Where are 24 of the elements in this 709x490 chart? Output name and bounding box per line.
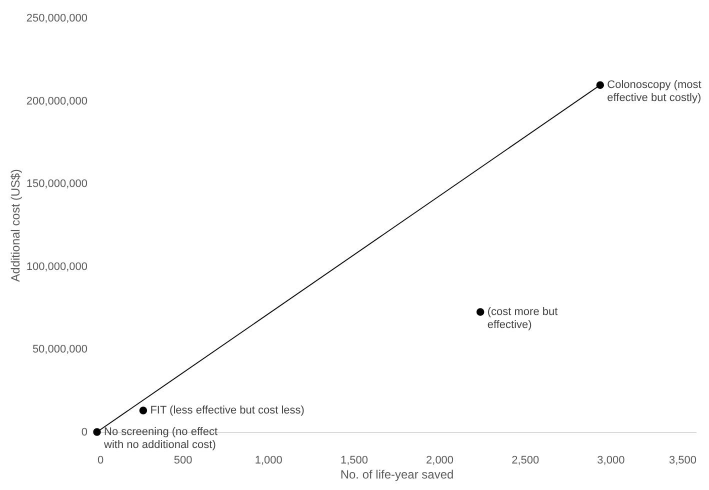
y-tick-label: 50,000,000	[32, 344, 88, 356]
y-tick-label: 150,000,000	[26, 178, 88, 190]
point	[596, 81, 604, 89]
point	[93, 428, 101, 436]
x-tick-label: 3,000	[597, 454, 625, 466]
x-tick-label: 3,500	[668, 454, 696, 466]
annotation: FIT (less effective but cost less)	[150, 404, 304, 416]
x-axis-title: No. of life-year saved	[340, 468, 454, 482]
y-axis-title: Additional cost (US$)	[8, 169, 22, 282]
x-tick-label: 2,000	[426, 454, 454, 466]
y-tick-label: 200,000,000	[26, 95, 88, 108]
annotation: Colonoscopy (most effective but costly)	[607, 79, 702, 104]
annotation: No screening (no effect with no additional cost)	[103, 426, 218, 451]
point	[476, 308, 484, 316]
x-tick-label: 1,000	[254, 454, 282, 466]
y-tick-label: 100,000,000	[26, 260, 88, 273]
y-tick-label: 0	[81, 426, 88, 438]
x-tick-label: 0	[98, 454, 104, 466]
x-tick-label: 2,500	[512, 454, 540, 466]
y-tick-label: 250,000,000	[26, 12, 88, 24]
point	[139, 406, 148, 414]
annotation: (cost more but effective)	[487, 306, 558, 331]
x-tick-label: 1,500	[340, 454, 368, 466]
x-tick-label: 500	[174, 454, 192, 466]
